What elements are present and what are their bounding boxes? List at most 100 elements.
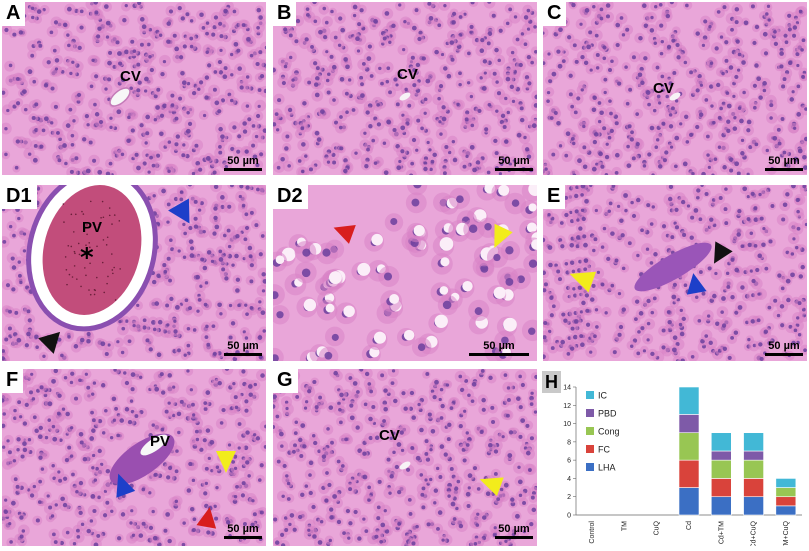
legend-label-pbd: PBD: [598, 409, 617, 419]
scale-line-f: [224, 536, 262, 539]
scale-line-b: [495, 168, 533, 171]
histology-image-b: [273, 2, 537, 175]
scale-line-a: [224, 168, 262, 171]
bar-segment-pbd: [744, 451, 764, 460]
bar-segment-lha: [744, 497, 764, 515]
panel-d2: D2 50 µm: [273, 185, 537, 361]
scale-bar-b: 50 µm: [495, 155, 533, 171]
panel-label-h: H: [542, 371, 561, 393]
scale-bar-g: 50 µm: [495, 523, 533, 539]
bar-segment-ic: [679, 387, 699, 414]
panel-label-a: A: [2, 2, 25, 26]
scale-label-f: 50 µm: [224, 523, 262, 535]
scale-bar-f: 50 µm: [224, 523, 262, 539]
legend-swatch-lha: [586, 463, 594, 471]
scale-bar-e: 50 µm: [765, 340, 803, 356]
scale-label-a: 50 µm: [224, 155, 262, 167]
scale-label-d1: 50 µm: [224, 340, 262, 352]
red-arrowhead-f: [196, 505, 219, 528]
panel-e: E 50 µm: [543, 185, 807, 361]
panel-b: B CV 50 µm: [273, 2, 537, 175]
vessel-label-a: CV: [120, 68, 141, 85]
bar-segment-cong: [744, 460, 764, 478]
histology-image-c: [543, 2, 807, 175]
x-tick-label: Cd: [686, 521, 693, 530]
legend-label-fc: FC: [598, 445, 610, 455]
vessel-label-c: CV: [653, 80, 674, 97]
x-tick-label: Cd+TM: [718, 521, 725, 544]
histology-image-d2: [273, 185, 537, 361]
scale-line-c: [765, 168, 803, 171]
bar-segment-pbd: [711, 451, 731, 460]
bar-segment-lha: [711, 497, 731, 515]
panel-label-c: C: [543, 2, 566, 26]
panel-label-d2: D2: [273, 185, 308, 209]
legend-label-ic: IC: [598, 391, 608, 401]
bar-segment-fc: [679, 460, 699, 487]
scale-label-g: 50 µm: [495, 523, 533, 535]
bar-segment-ic: [776, 478, 796, 487]
blue-arrowhead-e: [683, 271, 706, 294]
y-tick-label: 10: [563, 421, 571, 428]
y-tick-label: 0: [567, 513, 571, 520]
scale-bar-c: 50 µm: [765, 155, 803, 171]
bar-segment-ic: [744, 433, 764, 451]
y-tick-label: 12: [563, 403, 571, 410]
y-tick-label: 2: [567, 494, 571, 501]
vessel-label-f: PV: [150, 433, 170, 450]
scale-label-e: 50 µm: [765, 340, 803, 352]
legend-swatch-pbd: [586, 409, 594, 417]
scale-line-e: [765, 353, 803, 356]
bar-segment-fc: [711, 478, 731, 496]
vessel-label-b: CV: [397, 66, 418, 83]
bar-segment-ic: [711, 433, 731, 451]
vessel-label-d1: PV: [82, 219, 102, 236]
bar-segment-cong: [679, 433, 699, 460]
panel-label-b: B: [273, 2, 296, 26]
legend-label-cong: Cong: [598, 427, 620, 437]
scale-line-d1: [224, 353, 262, 356]
scale-bar-a: 50 µm: [224, 155, 262, 171]
scale-line-g: [495, 536, 533, 539]
panel-label-f: F: [2, 369, 23, 393]
panel-d1: D1 PV * 50 µm: [2, 185, 266, 361]
legend-label-lha: LHA: [598, 463, 616, 473]
y-tick-label: 6: [567, 458, 571, 465]
panel-label-d1: D1: [2, 185, 37, 209]
scale-label-d2: 50 µm: [469, 340, 529, 352]
legend-swatch-cong: [586, 427, 594, 435]
scale-line-d2: [469, 353, 529, 356]
bar-segment-cong: [776, 488, 796, 497]
x-tick-label: Cd+CuQ: [751, 520, 758, 546]
y-tick-label: 8: [567, 439, 571, 446]
bar-segment-pbd: [679, 414, 699, 432]
bar-segment-cong: [711, 460, 731, 478]
asterisk-mark: *: [80, 243, 94, 273]
scale-bar-d2: 50 µm: [469, 340, 529, 356]
bar-segment-fc: [776, 497, 796, 506]
bar-segment-lha: [679, 488, 699, 515]
panel-label-e: E: [543, 185, 565, 209]
y-tick-label: 14: [563, 385, 571, 392]
x-tick-label: Control: [589, 521, 596, 544]
scale-bar-d1: 50 µm: [224, 340, 262, 356]
legend-swatch-fc: [586, 445, 594, 453]
y-tick-label: 4: [567, 476, 571, 483]
bar-segment-lha: [776, 506, 796, 515]
stacked-bar-chart: 0 2 4 6 8 10 12 14 Control TM CuQ Cd Cd+TM Cd+CuQ Cd+T…: [540, 369, 807, 546]
yellow-arrowhead-f: [216, 451, 236, 473]
x-tick-label: TM: [621, 521, 628, 531]
bar-segment-fc: [744, 478, 764, 496]
scale-label-c: 50 µm: [765, 155, 803, 167]
panel-label-g: G: [273, 369, 298, 393]
scale-label-b: 50 µm: [495, 155, 533, 167]
x-tick-label: Cd+TM+CuQ: [783, 520, 790, 546]
panel-c: C CV 50 µm: [543, 2, 807, 175]
vessel-label-g: CV: [379, 427, 400, 444]
legend-swatch-ic: [586, 391, 594, 399]
panel-g: G CV 50 µm: [273, 369, 537, 546]
panel-f: F PV 50 µm: [2, 369, 266, 546]
panel-h: 0 2 4 6 8 10 12 14 Control TM CuQ Cd Cd+TM Cd+CuQ Cd+T…: [540, 369, 807, 546]
x-tick-label: CuQ: [654, 520, 661, 535]
histology-image-g: [273, 369, 537, 546]
